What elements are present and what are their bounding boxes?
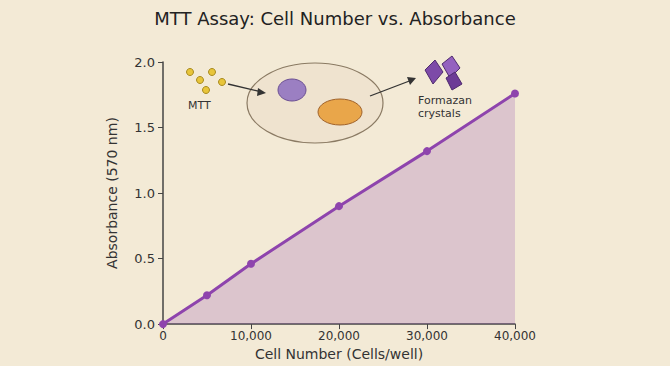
svg-text:0: 0 [159, 329, 167, 343]
svg-text:10,000: 10,000 [230, 329, 272, 343]
svg-text:Formazan: Formazan [418, 94, 475, 107]
svg-text:40,000: 40,000 [494, 329, 536, 343]
svg-text:MTT: MTT [188, 99, 211, 112]
svg-text:20,000: 20,000 [318, 329, 360, 343]
svg-text:30,000: 30,000 [406, 329, 448, 343]
svg-text:MTT Assay: Cell Number vs. Abs: MTT Assay: Cell Number vs. Absorbance [154, 8, 515, 29]
svg-text:crystals: crystals [418, 107, 461, 120]
svg-text:0.5: 0.5 [134, 251, 155, 266]
svg-text:0.0: 0.0 [134, 317, 155, 332]
svg-text:1.5: 1.5 [134, 120, 155, 135]
svg-text:Cell Number (Cells/well): Cell Number (Cells/well) [255, 346, 423, 362]
svg-text:2.0: 2.0 [134, 55, 155, 70]
svg-text:Absorbance (570 nm): Absorbance (570 nm) [104, 117, 120, 269]
svg-text:1.0: 1.0 [134, 186, 155, 201]
